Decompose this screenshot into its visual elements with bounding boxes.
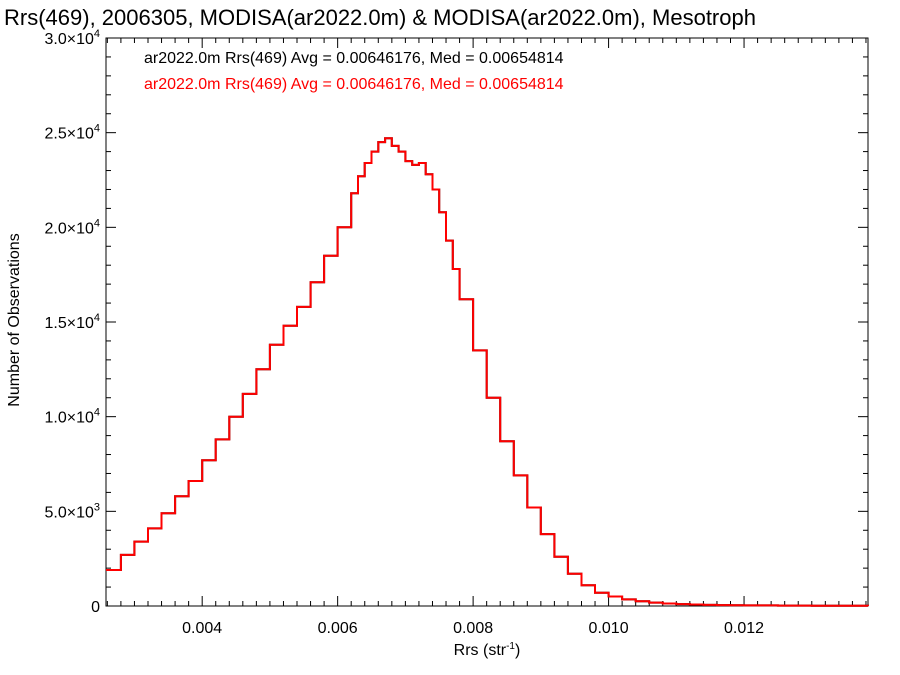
y-tick-label: 1.5×104 xyxy=(44,312,100,332)
y-axis-label: Number of Observations xyxy=(6,233,23,406)
y-tick-mantissa: 2.5×10 xyxy=(44,126,93,143)
y-axis: 05.0×1031.0×1041.5×1042.0×1042.5×1043.0×… xyxy=(44,28,868,616)
y-tick-label: 0 xyxy=(91,599,100,616)
x-axis-label-superscript: -1 xyxy=(506,641,515,652)
y-tick-exponent: 4 xyxy=(94,312,100,324)
y-tick-exponent: 4 xyxy=(94,407,100,419)
x-axis-label-text: Rrs (str xyxy=(454,642,507,659)
legend-entry-1: ar2022.0m Rrs(469) Avg = 0.00646176, Med… xyxy=(144,50,564,67)
x-tick-label: 0.008 xyxy=(453,620,493,637)
series-lines xyxy=(106,137,869,607)
y-tick-mantissa: 3.0×10 xyxy=(44,31,93,48)
y-tick-exponent: 3 xyxy=(94,501,100,513)
x-tick-label: 0.010 xyxy=(589,620,629,637)
legend: ar2022.0m Rrs(469) Avg = 0.00646176, Med… xyxy=(144,50,564,93)
series-line-2 xyxy=(106,137,869,607)
y-tick-exponent: 4 xyxy=(94,123,100,135)
y-tick-exponent: 4 xyxy=(94,217,100,229)
x-axis: 0.004 0.006 0.008 0.010 0.012 xyxy=(106,38,867,637)
plot-frame xyxy=(105,37,869,607)
y-tick-mantissa: 2.0×10 xyxy=(44,220,93,237)
y-tick-label: 1.0×104 xyxy=(44,407,100,427)
x-tick-label: 0.004 xyxy=(182,620,222,637)
y-tick-label: 2.5×104 xyxy=(44,123,100,143)
y-tick-label: 3.0×104 xyxy=(44,28,100,48)
x-tick-label: 0.006 xyxy=(318,620,358,637)
y-tick-mantissa: 0 xyxy=(91,599,100,616)
legend-entry-2: ar2022.0m Rrs(469) Avg = 0.00646176, Med… xyxy=(144,76,564,93)
y-tick-label: 5.0×103 xyxy=(44,501,100,521)
y-tick-mantissa: 1.0×10 xyxy=(44,410,93,427)
y-tick-mantissa: 5.0×10 xyxy=(44,504,93,521)
y-tick-mantissa: 1.5×10 xyxy=(44,315,93,332)
y-tick-label: 2.0×104 xyxy=(44,217,100,237)
x-axis-label-close: ) xyxy=(515,642,520,659)
x-tick-label: 0.012 xyxy=(724,620,764,637)
x-axis-label: Rrs (str-1) xyxy=(454,641,521,659)
chart-title: Rrs(469), 2006305, MODISA(ar2022.0m) & M… xyxy=(4,5,756,30)
y-tick-exponent: 4 xyxy=(94,28,100,40)
